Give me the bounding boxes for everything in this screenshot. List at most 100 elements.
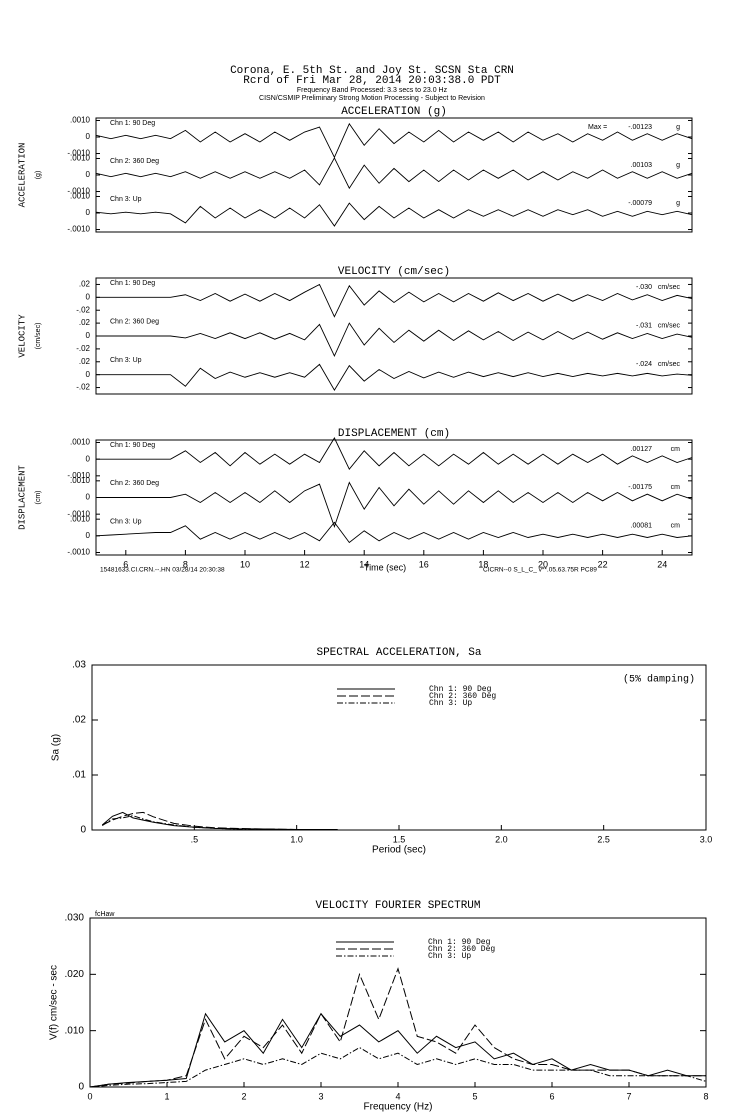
x-tick-label: 0 (87, 1091, 92, 1101)
peak-prefix: Max = (588, 124, 607, 131)
channel-label: Chn 3: Up (110, 196, 142, 203)
y-tick-label: -.0010 (67, 149, 90, 158)
x-tick-label: 5 (472, 1091, 477, 1101)
y-tick-label: .02 (79, 357, 91, 366)
y-axis-label: Sa (g) (51, 734, 62, 761)
channel-label: Chn 1: 90 Deg (110, 280, 155, 287)
y-tick-label: .0010 (70, 476, 91, 485)
y-tick-label: .020 (65, 969, 85, 980)
y-axis-label: DISPLACEMENT (17, 464, 27, 529)
y-tick-label: 0 (78, 1082, 84, 1093)
trace (95, 157, 693, 190)
x-tick-label: 2.5 (597, 834, 610, 844)
legend-label: Chn 3: Up (429, 699, 472, 708)
peak-value: .00127 (631, 446, 653, 453)
x-tick-label: .5 (191, 834, 199, 844)
y-tick-label: .030 (65, 913, 85, 924)
legend-label: Chn 2: 360 Deg (429, 692, 496, 701)
y-tick-label: -.02 (76, 383, 90, 392)
y-tick-label: -.0010 (67, 471, 90, 480)
legend-label: Chn 2: 360 Deg (428, 945, 495, 954)
y-tick-label: .02 (72, 715, 86, 726)
channel-label: Chn 1: 90 Deg (110, 120, 155, 127)
y-tick-label: .02 (79, 318, 91, 327)
trace (96, 322, 693, 358)
channel-label: Chn 3: Up (110, 519, 142, 526)
y-tick-label: 0 (86, 292, 91, 301)
footer-note: 15481633.CI.CRN.--.HN 03/28/14 20:30:38 (100, 567, 225, 574)
y-tick-label: .02 (79, 280, 91, 289)
y-tick-label: 0 (86, 454, 91, 463)
peak-unit: cm/sec (658, 323, 681, 330)
x-tick-label: 1 (164, 1091, 169, 1101)
peak-value: -.00123 (628, 124, 652, 131)
y-tick-label: -.0010 (67, 509, 90, 518)
y-tick-label: .0010 (70, 438, 91, 447)
y-tick-label: -.02 (76, 305, 90, 314)
y-tick-label: 0 (86, 331, 91, 340)
y-axis-unit: (cm) (35, 491, 42, 505)
x-tick-label: 8 (703, 1091, 708, 1101)
peak-value: .00103 (631, 162, 653, 169)
x-axis-label: Frequency (Hz) (364, 1102, 433, 1113)
y-tick-label: 0 (86, 493, 91, 502)
x-tick-label: 10 (240, 559, 250, 569)
y-tick-label: 0 (86, 132, 91, 141)
y-axis-unit: (cm/sec) (35, 323, 42, 350)
chart-title: SPECTRAL ACCELERATION, Sa (316, 647, 481, 659)
chart-title: VELOCITY FOURIER SPECTRUM (315, 900, 480, 912)
chart-title: VELOCITY (cm/sec) (338, 266, 450, 278)
x-tick-label: 12 (300, 559, 310, 569)
y-tick-label: 0 (86, 170, 91, 179)
peak-value: -.024 (636, 361, 652, 368)
trace (96, 437, 693, 471)
x-tick-label: 2.0 (495, 834, 508, 844)
trace (95, 202, 693, 227)
y-tick-label: 0 (80, 825, 86, 836)
peak-unit: cm (671, 484, 681, 491)
y-tick-label: 0 (86, 370, 91, 379)
y-tick-label: -.0010 (67, 548, 90, 557)
x-tick-label: 22 (598, 559, 608, 569)
peak-value: -.00079 (628, 200, 652, 207)
legend-label: Chn 1: 90 Deg (429, 685, 492, 694)
note: fcHaw (95, 911, 115, 918)
y-axis-label: ACCELERATION (17, 143, 27, 208)
peak-value: -.031 (636, 323, 652, 330)
header-line: CISN/CSMIP Preliminary Strong Motion Pro… (259, 95, 485, 102)
channel-label: Chn 1: 90 Deg (110, 442, 155, 449)
x-tick-label: 14 (359, 559, 369, 569)
trace (95, 521, 693, 544)
x-tick-label: 24 (657, 559, 667, 569)
peak-value: -.030 (636, 284, 652, 291)
peak-unit: cm (671, 523, 681, 530)
y-tick-label: -.0010 (67, 225, 90, 234)
x-tick-label: 6 (549, 1091, 554, 1101)
peak-value: .00081 (631, 523, 653, 530)
x-axis-label: Time (sec) (364, 562, 406, 572)
y-tick-label: .0010 (70, 192, 91, 201)
y-tick-label: 0 (86, 531, 91, 540)
channel-label: Chn 2: 360 Deg (110, 319, 159, 326)
trace (95, 122, 693, 159)
legend-label: Chn 3: Up (428, 952, 471, 961)
trace (96, 283, 693, 318)
x-tick-label: 8 (183, 559, 188, 569)
channel-label: Chn 3: Up (110, 357, 142, 364)
x-tick-label: 4 (395, 1091, 400, 1101)
note: (5% damping) (623, 674, 695, 686)
x-tick-label: 16 (419, 559, 429, 569)
peak-unit: g (676, 124, 680, 131)
channel-label: Chn 2: 360 Deg (110, 480, 159, 487)
y-axis-label: VELOCITY (17, 314, 27, 358)
y-tick-label: 0 (86, 208, 91, 217)
header-line: Rcrd of Fri Mar 28, 2014 20:03:38.0 PDT (243, 75, 501, 87)
y-tick-label: .01 (72, 770, 86, 781)
channel-label: Chn 2: 360 Deg (110, 158, 159, 165)
y-tick-label: .03 (72, 660, 86, 671)
peak-unit: cm/sec (658, 361, 681, 368)
x-tick-label: 1.0 (290, 834, 303, 844)
chart-title: ACCELERATION (g) (341, 106, 447, 118)
